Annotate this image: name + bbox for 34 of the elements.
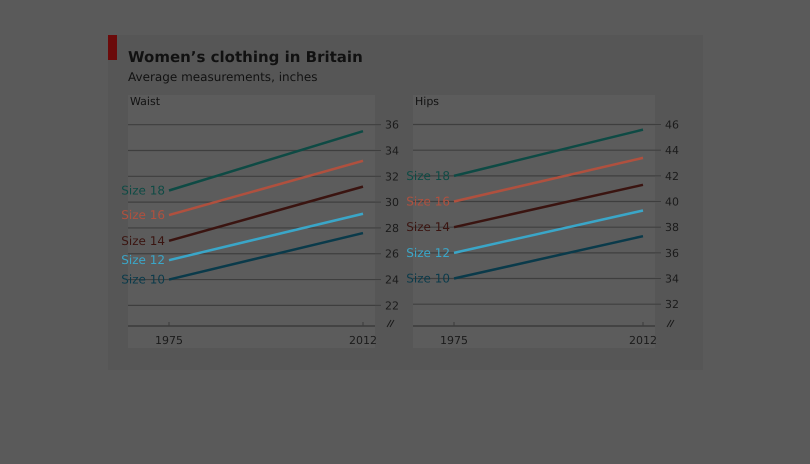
y-tick-label: 38 (665, 221, 679, 234)
y-tick-label: 46 (665, 118, 679, 132)
series-label: Size 12 (406, 246, 450, 260)
series-label: Size 12 (121, 253, 165, 268)
series-label: Size 16 (406, 194, 450, 209)
y-tick-label: 28 (385, 222, 399, 235)
chart-subtitle: Average measurements, inches (128, 70, 318, 84)
y-tick-label: 32 (665, 298, 679, 312)
y-tick-label: 24 (385, 274, 399, 287)
y-tick-label: 26 (385, 248, 399, 261)
y-tick-label: 34 (665, 272, 679, 286)
y-tick-label: 22 (385, 299, 399, 312)
x-tick-label: 2012 (629, 334, 657, 347)
y-tick-label: 36 (385, 118, 399, 132)
y-tick-label: 40 (665, 196, 679, 209)
series-label: Size 10 (406, 272, 450, 286)
series-label: Size 18 (121, 183, 165, 198)
x-tick-label: 2012 (349, 334, 377, 347)
series-label: Size 14 (121, 234, 165, 248)
y-axis-title: Waist (130, 95, 161, 108)
x-tick-label: 1975 (155, 334, 183, 347)
series-label: Size 10 (121, 272, 165, 287)
series-label: Size 14 (406, 220, 450, 234)
series-label: Size 16 (121, 208, 165, 222)
y-tick-label: 36 (665, 246, 679, 260)
y-tick-label: 44 (665, 144, 679, 158)
y-axis-title: Hips (415, 95, 440, 108)
x-tick-label: 1975 (440, 334, 468, 347)
chart-title: Women’s clothing in Britain (128, 48, 363, 66)
y-tick-label: 30 (385, 196, 399, 210)
y-tick-label: 34 (385, 144, 399, 158)
y-tick-label: 42 (665, 170, 679, 183)
y-tick-label: 32 (385, 170, 399, 184)
series-label: Size 18 (406, 168, 450, 183)
